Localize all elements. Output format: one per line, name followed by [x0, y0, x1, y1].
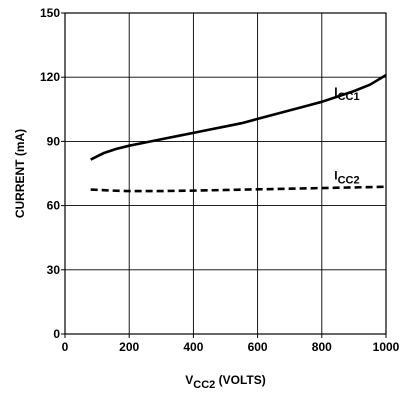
x-tick-label: 400	[183, 340, 203, 354]
y-tick-label: 0	[53, 327, 60, 341]
y-tick-label: 120	[40, 70, 60, 84]
series-label-cc2: ICC2	[334, 169, 359, 187]
y-tick-label: 150	[40, 6, 60, 20]
series-line-cc1	[90, 73, 387, 161]
plot-frame	[64, 12, 387, 335]
x-tick-label: 800	[312, 340, 332, 354]
series-layer: ICC1 ICC2	[90, 73, 387, 193]
x-axis-label: VCC2 (VOLTS)	[185, 373, 265, 391]
x-tick-label: 600	[248, 340, 268, 354]
y-tick-label: 60	[47, 199, 61, 213]
grid	[65, 13, 386, 334]
series-line-cc2	[90, 185, 387, 193]
y-axis-label: CURRENT (mA)	[13, 129, 27, 218]
y-tick-label: 30	[47, 263, 61, 277]
x-tick-label: 0	[62, 340, 69, 354]
series-label-cc1: ICC1	[334, 85, 359, 103]
tick-labels: 0 200 400 600 800 1000 0 30 60 90 120 150	[40, 6, 400, 354]
y-tick-label: 90	[47, 134, 61, 148]
axis-labels: VCC2 (VOLTS) CURRENT (mA)	[13, 129, 266, 391]
x-tick-label: 1000	[373, 340, 400, 354]
x-tick-label: 200	[119, 340, 139, 354]
